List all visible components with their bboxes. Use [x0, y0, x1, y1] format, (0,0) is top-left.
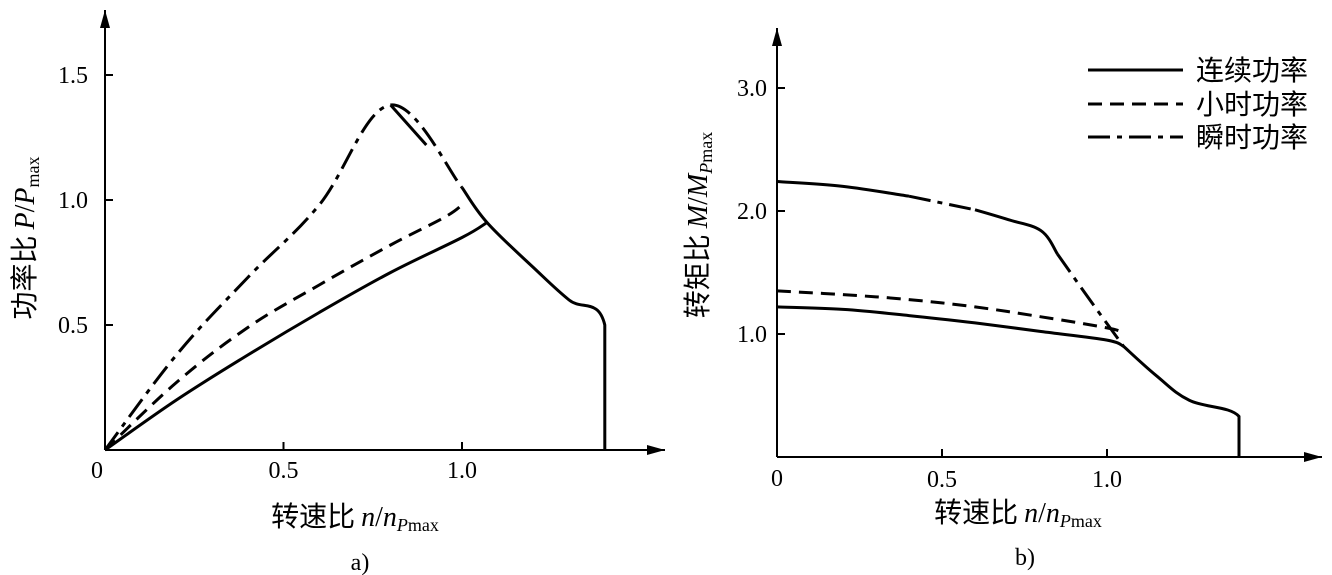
legend: 连续功率 小时功率 瞬时功率	[1088, 55, 1308, 154]
panel-b-x-axis-arrow-icon	[1304, 452, 1322, 462]
panel-b-series-dashdot-5	[1056, 253, 1125, 348]
panel-a-x-tick-label: 0.5	[269, 458, 299, 484]
panel-a-origin-label: 0	[91, 458, 103, 484]
panel-b-caption: b)	[1015, 545, 1035, 571]
panel-a-series-dashdot-2	[103, 103, 464, 451]
panel-a-caption: a)	[351, 550, 370, 575]
panel-b-series-dashed-1	[776, 289, 1125, 335]
panel-a-y-axis-label: 功率比P/Pmax	[9, 156, 43, 319]
panel-b-y-axis-arrow-icon	[772, 28, 782, 46]
panel-b-x-tick-label: 1.0	[1092, 467, 1122, 493]
panel-b-y-tick-label: 2.0	[737, 199, 767, 225]
panel-a: 0 转速比 n/nPmax 功率比P/Pmax a) 0.5 1.0 0.5 1.0 1.…	[9, 10, 665, 575]
panel-b-series-solid-4	[974, 208, 1059, 255]
panel-a-y-tick-label: 1.5	[58, 63, 88, 89]
panel-a-y-tick-label: 1.0	[58, 188, 88, 214]
panel-b-series-solid-0	[776, 305, 1125, 348]
panel-b-series-solid-6	[1122, 345, 1241, 457]
panel-b-origin-label: 0	[771, 466, 783, 492]
panel-b-series-dashdot-3	[908, 194, 976, 212]
legend-label-continuous: 连续功率	[1196, 55, 1308, 87]
legend-label-hourly: 小时功率	[1196, 89, 1308, 121]
panel-a-x-tick-label: 1.0	[447, 458, 477, 484]
panel-b-x-axis-label: 转速比 n/nPmax	[934, 497, 1102, 531]
panel-b-y-tick-label: 3.0	[737, 76, 767, 102]
panel-a-y-axis-arrow-icon	[100, 10, 110, 28]
panel-a-series-solid-4	[460, 186, 607, 450]
panel-a-series-dashed-1	[103, 203, 463, 452]
panel-b: 0 转速比 n/nPmax 转矩比M/MPmax b) 连续功率 小时功率 瞬时功…	[682, 28, 1322, 571]
panel-b-x-tick-label: 0.5	[927, 467, 957, 493]
panel-b-series-solid-2	[776, 180, 910, 198]
panel-a-series-solid-0	[104, 221, 488, 452]
panel-a-x-axis-arrow-icon	[647, 445, 665, 455]
panel-a-x-axis-label: 转速比 n/nPmax	[271, 501, 439, 535]
panel-b-y-tick-label: 1.0	[737, 322, 767, 348]
panel-a-y-tick-label: 0.5	[58, 313, 88, 339]
legend-label-instant: 瞬时功率	[1196, 122, 1308, 154]
panel-a-series-solid-3	[389, 104, 428, 146]
panel-b-y-axis-label: 转矩比M/MPmax	[682, 132, 716, 318]
